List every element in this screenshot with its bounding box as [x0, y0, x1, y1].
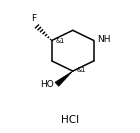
Text: &1: &1: [55, 38, 65, 44]
Text: NH: NH: [97, 35, 110, 44]
Text: F: F: [31, 14, 36, 23]
Polygon shape: [55, 71, 73, 86]
Text: HO: HO: [40, 80, 54, 89]
Text: &1: &1: [76, 67, 86, 73]
Text: HCl: HCl: [61, 115, 79, 125]
